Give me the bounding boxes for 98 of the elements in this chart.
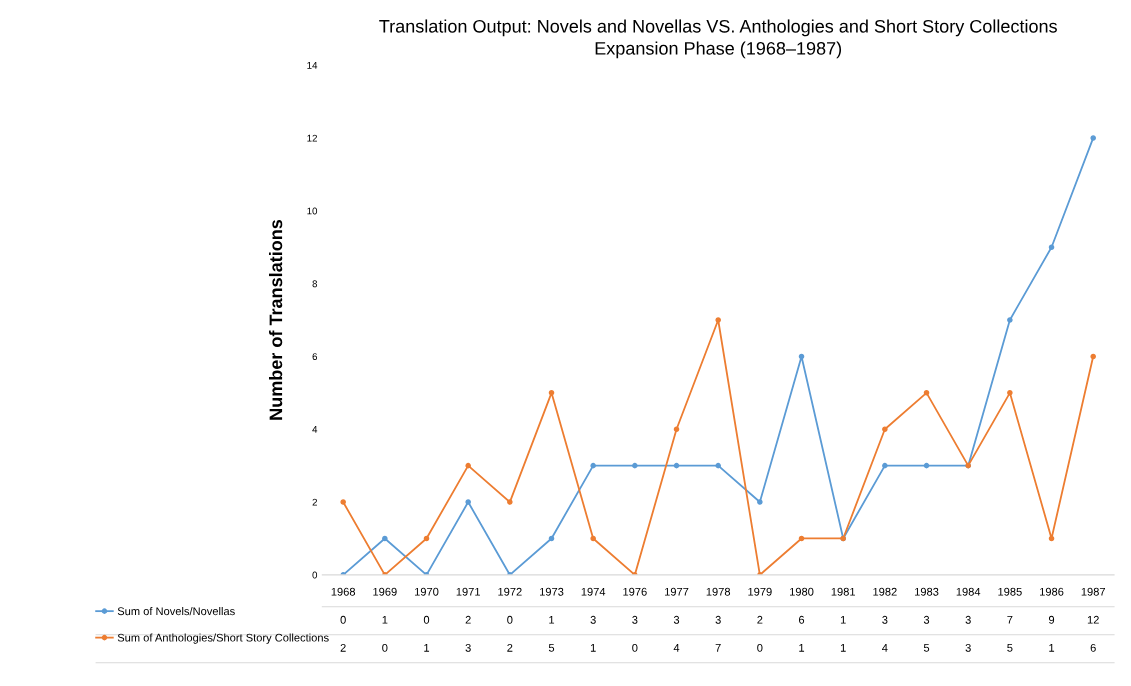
point xyxy=(465,462,471,469)
legend-label: Sum of Anthologies/Short Story Collections xyxy=(117,633,329,644)
data-label: 1 xyxy=(549,615,555,624)
y-tick-label: 10 xyxy=(307,207,318,215)
data-label: 1 xyxy=(1049,644,1055,652)
y-tick-label: 8 xyxy=(312,280,318,288)
point xyxy=(673,462,680,469)
point xyxy=(507,499,513,505)
legend-label: Sum of Novels/Novellas xyxy=(117,606,235,616)
data-label: 3 xyxy=(965,615,971,624)
point xyxy=(632,462,638,469)
data-label: 3 xyxy=(882,615,888,624)
point xyxy=(715,317,721,323)
data-label: 4 xyxy=(882,644,888,652)
x-tick-label: 1973 xyxy=(540,587,564,596)
data-label: 2 xyxy=(757,615,763,624)
data-label: 3 xyxy=(715,615,721,624)
x-tick-label: 1985 xyxy=(998,587,1022,596)
data-label: 1 xyxy=(799,644,805,652)
point xyxy=(548,390,555,396)
point xyxy=(715,462,721,469)
point xyxy=(882,426,888,433)
point xyxy=(1007,390,1013,396)
y-tick-label: 2 xyxy=(312,498,317,506)
x-tick-label: 1983 xyxy=(915,587,939,596)
point xyxy=(465,499,471,505)
data-label: 3 xyxy=(673,615,680,624)
x-tick-label: 1969 xyxy=(373,587,397,596)
point xyxy=(923,462,930,469)
y-tick-label: 6 xyxy=(312,353,318,361)
point xyxy=(798,535,805,542)
point xyxy=(757,499,763,505)
point xyxy=(1048,244,1055,250)
x-tick-label: 1971 xyxy=(456,587,480,596)
x-tick-label: 1980 xyxy=(790,587,814,596)
y-tick-label: 4 xyxy=(312,426,318,433)
y-tick-label: 0 xyxy=(312,571,318,579)
point xyxy=(382,535,388,542)
data-label: 0 xyxy=(507,615,513,624)
data-label: 6 xyxy=(1090,643,1096,652)
data-label: 3 xyxy=(965,643,971,652)
point xyxy=(423,535,430,542)
x-tick-label: 1979 xyxy=(748,587,772,596)
x-tick-label: 1986 xyxy=(1040,587,1064,596)
point xyxy=(673,426,680,433)
x-tick-label: 1984 xyxy=(956,587,981,596)
point xyxy=(1090,135,1096,141)
y-axis-title: Number of Translations xyxy=(269,219,283,420)
data-label: 0 xyxy=(340,615,346,624)
data-label: 0 xyxy=(757,643,763,652)
x-tick-label: 1981 xyxy=(831,587,856,596)
data-label: 5 xyxy=(923,644,930,652)
x-tick-label: 1978 xyxy=(706,587,731,596)
x-tick-label: 1968 xyxy=(331,587,356,596)
point xyxy=(882,462,888,469)
data-label: 2 xyxy=(340,643,346,652)
data-label: 2 xyxy=(507,643,513,652)
point xyxy=(548,535,555,542)
data-label: 12 xyxy=(1087,615,1099,624)
point xyxy=(1007,317,1013,323)
data-label: 1 xyxy=(840,644,846,652)
data-label: 7 xyxy=(1007,615,1013,624)
data-label: 0 xyxy=(632,643,638,652)
data-label: 2 xyxy=(465,615,471,624)
point xyxy=(590,535,596,542)
x-tick-label: 1976 xyxy=(623,587,647,596)
data-label: 1 xyxy=(840,615,846,624)
x-tick-label: 1974 xyxy=(581,587,606,596)
data-label: 5 xyxy=(1007,644,1013,652)
y-tick-label: 12 xyxy=(307,134,317,142)
data-label: 1 xyxy=(590,644,596,652)
point xyxy=(1048,535,1055,542)
data-label: 9 xyxy=(1048,615,1055,624)
data-label: 4 xyxy=(673,644,680,652)
data-label: 7 xyxy=(715,644,721,652)
data-label: 0 xyxy=(423,615,430,624)
x-tick-label: 1982 xyxy=(873,587,897,596)
x-tick-label: 1970 xyxy=(415,587,439,596)
data-label: 1 xyxy=(424,644,430,652)
point xyxy=(590,462,596,469)
x-tick-label: 1977 xyxy=(665,587,689,596)
data-label: 6 xyxy=(799,615,805,624)
data-label: 3 xyxy=(465,643,471,652)
point xyxy=(340,499,346,505)
x-tick-label: 1972 xyxy=(498,587,522,596)
y-tick-label: 14 xyxy=(307,62,318,69)
data-label: 5 xyxy=(548,644,555,652)
chart-subtitle: Expansion Phase (1968–1987) xyxy=(595,41,842,59)
data-label: 0 xyxy=(382,643,388,652)
x-tick-label: 1987 xyxy=(1081,587,1105,596)
chart-title: Translation Output: Novels and Novellas VS. Anthologies and Short Story Collections xyxy=(379,19,1057,37)
point xyxy=(923,390,930,396)
data-label: 1 xyxy=(382,615,388,624)
point xyxy=(1090,353,1096,360)
data-label: 3 xyxy=(632,615,638,624)
data-label: 3 xyxy=(923,615,930,624)
point xyxy=(798,353,805,360)
data-label: 3 xyxy=(590,615,596,624)
